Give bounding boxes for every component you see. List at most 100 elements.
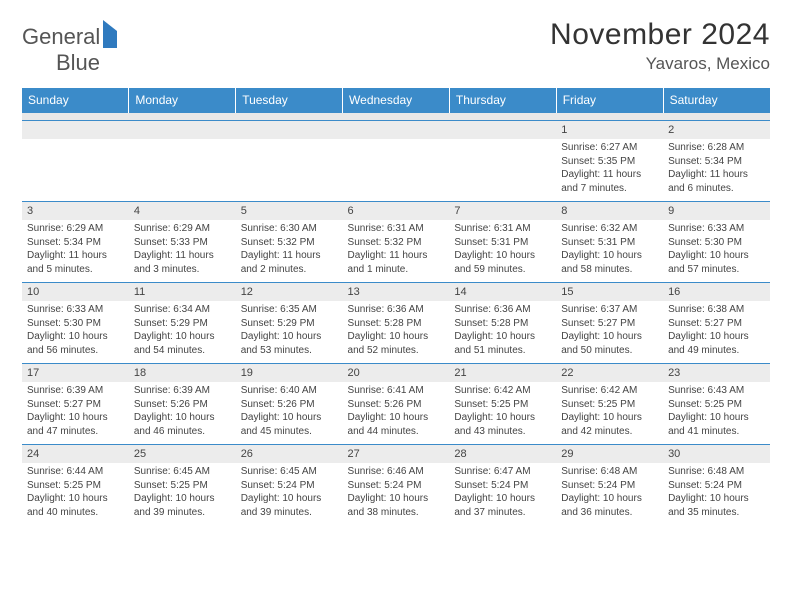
sunrise-text: Sunrise: 6:42 AM: [561, 384, 658, 398]
daylight-text: Daylight: 10 hours and 37 minutes.: [454, 492, 551, 519]
sunrise-text: Sunrise: 6:39 AM: [134, 384, 231, 398]
sunrise-text: Sunrise: 6:35 AM: [241, 303, 338, 317]
calendar-cell: 11 Sunrise: 6:34 AMSunset: 5:29 PMDayligh…: [129, 283, 236, 364]
daylight-text: Daylight: 10 hours and 38 minutes.: [348, 492, 445, 519]
daylight-text: Daylight: 11 hours and 3 minutes.: [134, 249, 231, 276]
daylight-text: Daylight: 10 hours and 47 minutes.: [27, 411, 124, 438]
day-number: 22: [556, 364, 663, 382]
title-block: November 2024 Yavaros, Mexico: [550, 18, 770, 74]
sunrise-text: Sunrise: 6:34 AM: [134, 303, 231, 317]
day-details: Sunrise: 6:46 AMSunset: 5:24 PMDaylight:…: [343, 463, 450, 525]
sunrise-text: Sunrise: 6:37 AM: [561, 303, 658, 317]
day-details: Sunrise: 6:44 AMSunset: 5:25 PMDaylight:…: [22, 463, 129, 525]
calendar-cell: 4Sunrise: 6:29 AMSunset: 5:33 PMDaylight…: [129, 202, 236, 283]
calendar-cell: 14Sunrise: 6:36 AMSunset: 5:28 PMDayligh…: [449, 283, 556, 364]
day-details: Sunrise: 6:39 AMSunset: 5:26 PMDaylight:…: [129, 382, 236, 444]
calendar-cell: 3Sunrise: 6:29 AMSunset: 5:34 PMDaylight…: [22, 202, 129, 283]
day-details: Sunrise: 6:35 AMSunset: 5:29 PMDaylight:…: [236, 301, 343, 363]
sunrise-text: Sunrise: 6:29 AM: [27, 222, 124, 236]
sunset-text: Sunset: 5:34 PM: [27, 236, 124, 250]
calendar-header: Sunday Monday Tuesday Wednesday Thursday…: [22, 88, 770, 121]
sunset-text: Sunset: 5:26 PM: [241, 398, 338, 412]
day-number: 24: [22, 445, 129, 463]
location-subtitle: Yavaros, Mexico: [550, 54, 770, 74]
daylight-text: Daylight: 10 hours and 44 minutes.: [348, 411, 445, 438]
calendar-cell: 16Sunrise: 6:38 AMSunset: 5:27 PMDayligh…: [663, 283, 770, 364]
calendar-cell: [449, 121, 556, 202]
day-details: Sunrise: 6:30 AMSunset: 5:32 PMDaylight:…: [236, 220, 343, 282]
weekday-header: Friday: [556, 88, 663, 113]
sunrise-text: Sunrise: 6:39 AM: [27, 384, 124, 398]
day-details: Sunrise: 6:33 AMSunset: 5:30 PMDaylight:…: [22, 301, 129, 363]
calendar-cell: 1Sunrise: 6:27 AMSunset: 5:35 PMDaylight…: [556, 121, 663, 202]
calendar-cell: 6Sunrise: 6:31 AMSunset: 5:32 PMDaylight…: [343, 202, 450, 283]
day-number: 30: [663, 445, 770, 463]
day-number: 19: [236, 364, 343, 382]
daylight-text: Daylight: 10 hours and 51 minutes.: [454, 330, 551, 357]
day-details: Sunrise: 6:38 AMSunset: 5:27 PMDaylight:…: [663, 301, 770, 363]
sunset-text: Sunset: 5:25 PM: [561, 398, 658, 412]
day-number: 20: [343, 364, 450, 382]
day-number: 16: [663, 283, 770, 301]
sunset-text: Sunset: 5:33 PM: [134, 236, 231, 250]
sunset-text: Sunset: 5:25 PM: [134, 479, 231, 493]
calendar-cell: 15Sunrise: 6:37 AMSunset: 5:27 PMDayligh…: [556, 283, 663, 364]
sunset-text: Sunset: 5:30 PM: [668, 236, 765, 250]
sunrise-text: Sunrise: 6:44 AM: [27, 465, 124, 479]
sunrise-text: Sunrise: 6:45 AM: [241, 465, 338, 479]
calendar-cell: 29Sunrise: 6:48 AMSunset: 5:24 PMDayligh…: [556, 445, 663, 526]
daylight-text: Daylight: 10 hours and 53 minutes.: [241, 330, 338, 357]
day-details: Sunrise: 6:42 AMSunset: 5:25 PMDaylight:…: [556, 382, 663, 444]
brand-triangle-icon: [103, 20, 117, 48]
daylight-text: Daylight: 10 hours and 54 minutes.: [134, 330, 231, 357]
weekday-header: Wednesday: [343, 88, 450, 113]
sunset-text: Sunset: 5:32 PM: [348, 236, 445, 250]
day-details-empty: [22, 139, 129, 201]
daylight-text: Daylight: 10 hours and 52 minutes.: [348, 330, 445, 357]
day-details: Sunrise: 6:48 AMSunset: 5:24 PMDaylight:…: [556, 463, 663, 525]
sunrise-text: Sunrise: 6:48 AM: [561, 465, 658, 479]
calendar-cell: 27Sunrise: 6:46 AMSunset: 5:24 PMDayligh…: [343, 445, 450, 526]
day-details: Sunrise: 6:27 AMSunset: 5:35 PMDaylight:…: [556, 139, 663, 201]
day-details-empty: [343, 139, 450, 201]
day-details: Sunrise: 6:36 AMSunset: 5:28 PMDaylight:…: [343, 301, 450, 363]
sunrise-text: Sunrise: 6:36 AM: [454, 303, 551, 317]
day-number: 6: [343, 202, 450, 220]
day-number: 9: [663, 202, 770, 220]
sunset-text: Sunset: 5:29 PM: [134, 317, 231, 331]
calendar-cell: 20Sunrise: 6:41 AMSunset: 5:26 PMDayligh…: [343, 364, 450, 445]
sunrise-text: Sunrise: 6:46 AM: [348, 465, 445, 479]
day-number: 12: [236, 283, 343, 301]
calendar-table: Sunday Monday Tuesday Wednesday Thursday…: [22, 88, 770, 525]
calendar-cell: [343, 121, 450, 202]
day-details: Sunrise: 6:29 AMSunset: 5:34 PMDaylight:…: [22, 220, 129, 282]
calendar-cell: 9 Sunrise: 6:33 AMSunset: 5:30 PMDaylight…: [663, 202, 770, 283]
day-details: Sunrise: 6:31 AMSunset: 5:32 PMDaylight:…: [343, 220, 450, 282]
daylight-text: Daylight: 10 hours and 57 minutes.: [668, 249, 765, 276]
sunrise-text: Sunrise: 6:33 AM: [668, 222, 765, 236]
day-details: Sunrise: 6:37 AMSunset: 5:27 PMDaylight:…: [556, 301, 663, 363]
sunrise-text: Sunrise: 6:31 AM: [454, 222, 551, 236]
day-details: Sunrise: 6:42 AMSunset: 5:25 PMDaylight:…: [449, 382, 556, 444]
calendar-cell: 17Sunrise: 6:39 AMSunset: 5:27 PMDayligh…: [22, 364, 129, 445]
calendar-cell: 12Sunrise: 6:35 AMSunset: 5:29 PMDayligh…: [236, 283, 343, 364]
daylight-text: Daylight: 10 hours and 41 minutes.: [668, 411, 765, 438]
day-number: 8: [556, 202, 663, 220]
daylight-text: Daylight: 10 hours and 43 minutes.: [454, 411, 551, 438]
day-details: Sunrise: 6:48 AMSunset: 5:24 PMDaylight:…: [663, 463, 770, 525]
sunset-text: Sunset: 5:27 PM: [561, 317, 658, 331]
daylight-text: Daylight: 10 hours and 42 minutes.: [561, 411, 658, 438]
day-details: Sunrise: 6:41 AMSunset: 5:26 PMDaylight:…: [343, 382, 450, 444]
calendar-cell: [129, 121, 236, 202]
daylight-text: Daylight: 10 hours and 40 minutes.: [27, 492, 124, 519]
daylight-text: Daylight: 10 hours and 39 minutes.: [134, 492, 231, 519]
sunrise-text: Sunrise: 6:29 AM: [134, 222, 231, 236]
calendar-cell: 10Sunrise: 6:33 AMSunset: 5:30 PMDayligh…: [22, 283, 129, 364]
sunset-text: Sunset: 5:25 PM: [668, 398, 765, 412]
sunset-text: Sunset: 5:34 PM: [668, 155, 765, 169]
day-number-empty: [22, 121, 129, 139]
day-number: 11: [129, 283, 236, 301]
daylight-text: Daylight: 11 hours and 1 minute.: [348, 249, 445, 276]
daylight-text: Daylight: 10 hours and 59 minutes.: [454, 249, 551, 276]
day-details: Sunrise: 6:39 AMSunset: 5:27 PMDaylight:…: [22, 382, 129, 444]
